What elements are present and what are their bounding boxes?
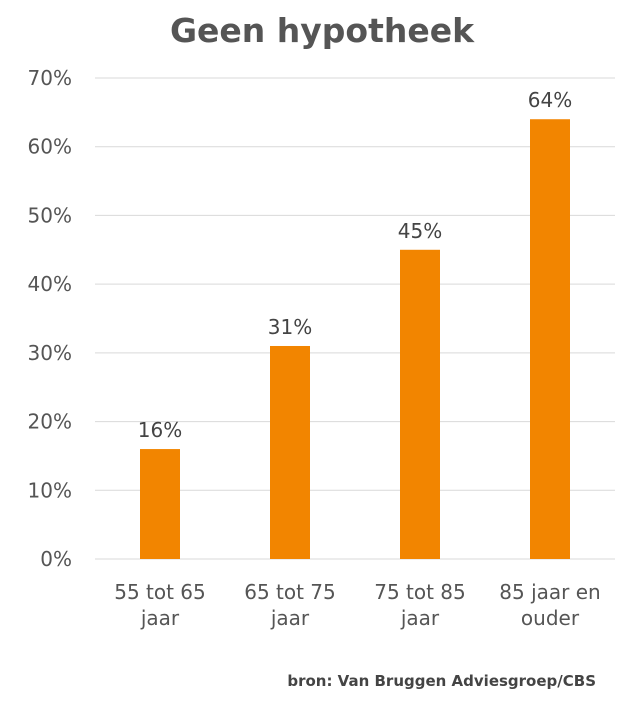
data-labels: 16% 31% 45% 64% [138, 88, 572, 442]
data-label: 31% [268, 315, 312, 339]
category-label: 75 tot 85 [374, 580, 466, 604]
chart-title: Geen hypotheek [170, 11, 475, 50]
gridlines [95, 77, 615, 560]
category-label: jaar [270, 606, 310, 630]
category-label: 65 tot 75 [244, 580, 336, 604]
y-tick-label: 10% [28, 478, 72, 502]
category-label: jaar [400, 606, 440, 630]
bars [140, 119, 570, 560]
bar [270, 345, 310, 559]
y-tick-label: 30% [28, 341, 72, 365]
data-label: 16% [138, 418, 182, 442]
bar [400, 249, 440, 560]
source-note: bron: Van Bruggen Adviesgroep/CBS [287, 672, 596, 690]
bar [530, 119, 570, 559]
y-axis-ticks: 0% 10% 20% 30% 40% 50% 60% 70% [28, 66, 72, 571]
data-label: 45% [398, 219, 442, 243]
data-label: 64% [528, 88, 572, 112]
y-tick-label: 50% [28, 203, 72, 227]
category-label: 55 tot 65 [114, 580, 206, 604]
y-tick-label: 70% [28, 66, 72, 90]
y-tick-label: 0% [40, 547, 72, 571]
category-label: ouder [521, 606, 580, 630]
category-label: jaar [140, 606, 180, 630]
y-tick-label: 40% [28, 272, 72, 296]
bar-chart: Geen hypotheek 0% 10% 20% 30% 40% 50% 60% 70% 1… [28, 11, 615, 630]
category-label: 85 jaar en [499, 580, 600, 604]
bar [140, 449, 180, 559]
y-tick-label: 60% [28, 135, 72, 159]
y-tick-label: 20% [28, 410, 72, 434]
